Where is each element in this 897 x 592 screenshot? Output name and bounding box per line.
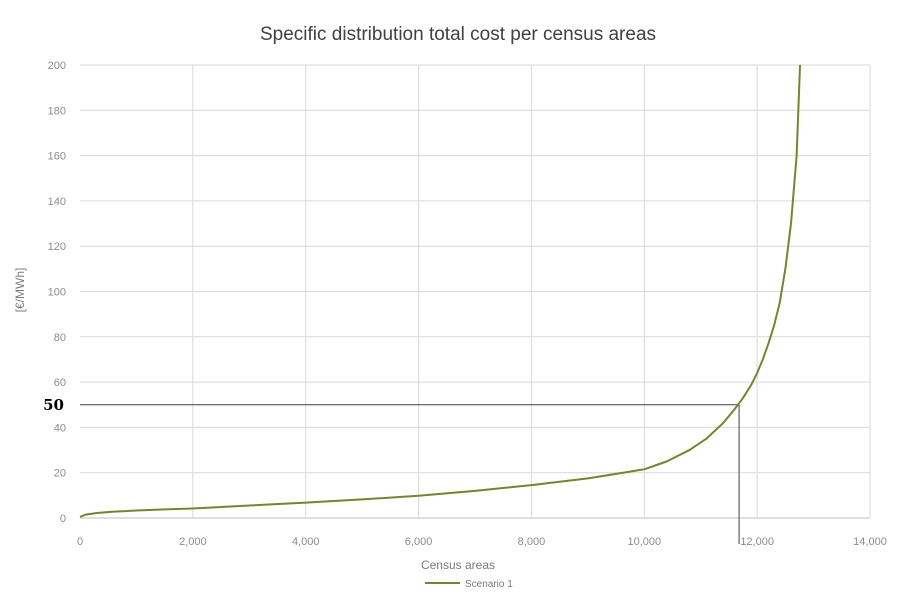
- reference-label: 50: [43, 396, 64, 414]
- x-tick-label-8000: 8,000: [518, 536, 546, 548]
- y-tick-label-160: 160: [48, 151, 66, 163]
- y-tick-label-120: 120: [48, 241, 66, 253]
- series-line-scenario-1: [79, 64, 802, 518]
- y-tick-label-0: 0: [60, 513, 66, 525]
- y-tick-label-200: 200: [48, 60, 66, 72]
- x-tick-label-10000: 10,000: [627, 536, 661, 548]
- x-tick-label-12000: 12,000: [740, 536, 774, 548]
- x-axis-label: Census areas: [421, 558, 495, 572]
- y-tick-label-20: 20: [54, 468, 66, 480]
- x-tick-label-2000: 2,000: [179, 536, 207, 548]
- grid-lines: [80, 64, 871, 519]
- x-tick-label-0: 0: [77, 536, 83, 548]
- chart-title: Specific distribution total cost per cen…: [260, 24, 656, 45]
- y-tick-label-140: 140: [48, 196, 66, 208]
- y-axis-ticks: 0 20 40 60 80 100 120 140 160 180 200: [48, 60, 66, 525]
- y-tick-label-180: 180: [48, 105, 66, 117]
- legend-entry-scenario-1: Scenario 1: [465, 579, 513, 590]
- y-tick-label-100: 100: [48, 287, 66, 299]
- y-axis-label: [€/MWh]: [13, 268, 27, 313]
- reference-lines: 50: [43, 396, 740, 544]
- y-tick-label-60: 60: [54, 377, 66, 389]
- y-tick-label-80: 80: [54, 332, 66, 344]
- x-axis-ticks: 0 2,000 4,000 6,000 8,000 10,000 12,000 14,000: [77, 536, 887, 548]
- x-tick-label-4000: 4,000: [292, 536, 320, 548]
- series-layer: [79, 64, 802, 518]
- legend: Scenario 1: [425, 579, 513, 590]
- x-tick-label-14000: 14,000: [853, 536, 887, 548]
- y-tick-label-40: 40: [54, 422, 66, 434]
- x-tick-label-6000: 6,000: [405, 536, 433, 548]
